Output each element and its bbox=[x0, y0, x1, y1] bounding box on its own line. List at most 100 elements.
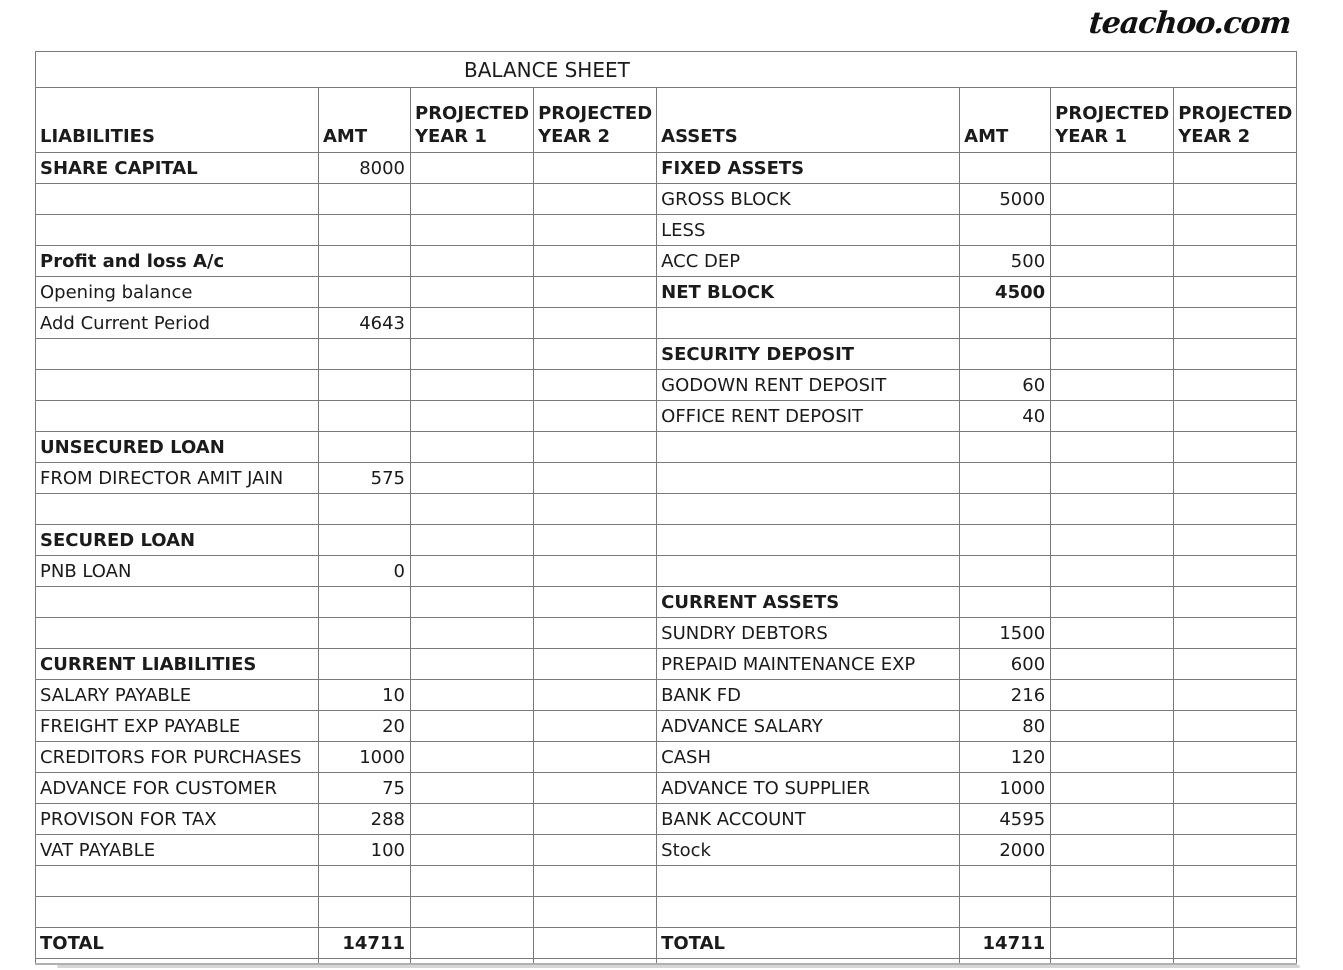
projected-label: PROJECTED bbox=[538, 103, 653, 124]
asset-amt-cell: 80 bbox=[959, 710, 1052, 742]
liability-amt-cell bbox=[318, 865, 411, 897]
sheet-row: VAT PAYABLE 100 Stock 2000 bbox=[35, 834, 1298, 866]
year1-label: YEAR 1 bbox=[1055, 125, 1128, 147]
sheet-row: Profit and loss A/c ACC DEP 500 bbox=[35, 245, 1298, 277]
liability-projected-year1-cell bbox=[409, 710, 535, 742]
liability-projected-year2-cell bbox=[533, 400, 658, 432]
asset-amt-cell: 1000 bbox=[959, 772, 1052, 804]
liability-projected-year1-cell bbox=[409, 927, 535, 959]
sheet-title: BALANCE SHEET bbox=[464, 57, 630, 82]
liability-label-cell bbox=[35, 617, 319, 649]
liability-projected-year2-cell bbox=[533, 679, 658, 711]
asset-label-cell bbox=[656, 307, 961, 339]
asset-projected-year1-cell bbox=[1050, 803, 1175, 835]
liability-label-cell: UNSECURED LOAN bbox=[35, 431, 319, 463]
asset-projected-year1-cell bbox=[1050, 400, 1175, 432]
liability-projected-year2-cell bbox=[533, 214, 658, 246]
header-liabilities: LIABILITIES bbox=[35, 87, 319, 153]
liability-projected-year1-cell bbox=[409, 245, 535, 277]
asset-projected-year2-cell bbox=[1173, 927, 1298, 959]
asset-projected-year2-cell bbox=[1173, 772, 1298, 804]
balance-sheet-table: BALANCE SHEET LIABILITIES AMT PROJECTED … bbox=[34, 51, 1298, 965]
liability-amt-cell bbox=[318, 400, 411, 432]
liability-label-cell bbox=[35, 338, 319, 370]
sheet-row: PNB LOAN 0 bbox=[35, 555, 1298, 587]
sheet-row: LESS bbox=[35, 214, 1298, 246]
liability-projected-year1-cell bbox=[409, 617, 535, 649]
asset-projected-year1-cell bbox=[1050, 834, 1175, 866]
asset-projected-year1-cell bbox=[1050, 214, 1175, 246]
asset-label-cell: SUNDRY DEBTORS bbox=[656, 617, 961, 649]
asset-amt-cell: 2000 bbox=[959, 834, 1052, 866]
projected-label: PROJECTED bbox=[415, 103, 530, 124]
asset-label-cell bbox=[656, 462, 961, 494]
sheet-row: PROVISON FOR TAX 288 BANK ACCOUNT 4595 bbox=[35, 803, 1298, 835]
liability-projected-year2-cell bbox=[533, 276, 658, 308]
liability-amt-cell: 14711 bbox=[318, 927, 411, 959]
asset-projected-year1-cell bbox=[1050, 896, 1175, 928]
liability-label-cell: CREDITORS FOR PURCHASES bbox=[35, 741, 319, 773]
asset-amt-cell bbox=[959, 524, 1052, 556]
liability-amt-cell bbox=[318, 245, 411, 277]
liability-amt-cell bbox=[318, 586, 411, 618]
sheet-body: SHARE CAPITAL 8000 FIXED ASSETS GROSS BL… bbox=[35, 152, 1298, 959]
asset-projected-year2-cell bbox=[1173, 586, 1298, 618]
asset-amt-cell: 4595 bbox=[959, 803, 1052, 835]
cutoff-row bbox=[35, 958, 1298, 965]
asset-amt-cell bbox=[959, 896, 1052, 928]
liability-amt-cell bbox=[318, 369, 411, 401]
header-amt-assets: AMT bbox=[959, 87, 1052, 153]
year2-label: YEAR 2 bbox=[1178, 125, 1251, 147]
asset-amt-cell: 4500 bbox=[959, 276, 1052, 308]
liability-amt-cell bbox=[318, 431, 411, 463]
liability-amt-cell: 10 bbox=[318, 679, 411, 711]
header-projected-year2-liabilities: PROJECTED YEAR 2 bbox=[533, 87, 658, 153]
asset-projected-year2-cell bbox=[1173, 834, 1298, 866]
liability-amt-cell: 0 bbox=[318, 555, 411, 587]
column-header-row: LIABILITIES AMT PROJECTED YEAR 1 PROJECT… bbox=[35, 87, 1298, 153]
asset-label-cell: GODOWN RENT DEPOSIT bbox=[656, 369, 961, 401]
sheet-row: Add Current Period 4643 bbox=[35, 307, 1298, 339]
liability-amt-cell bbox=[318, 524, 411, 556]
asset-projected-year2-cell bbox=[1173, 617, 1298, 649]
sheet-row: CURRENT ASSETS bbox=[35, 586, 1298, 618]
liability-projected-year2-cell bbox=[533, 617, 658, 649]
liability-amt-cell bbox=[318, 617, 411, 649]
asset-projected-year1-cell bbox=[1050, 369, 1175, 401]
asset-projected-year1-cell bbox=[1050, 431, 1175, 463]
asset-amt-cell bbox=[959, 338, 1052, 370]
asset-amt-cell: 14711 bbox=[959, 927, 1052, 959]
sheet-row bbox=[35, 865, 1298, 897]
asset-projected-year1-cell bbox=[1050, 772, 1175, 804]
asset-projected-year2-cell bbox=[1173, 524, 1298, 556]
comment-indicator bbox=[956, 804, 959, 807]
liability-projected-year2-cell bbox=[533, 524, 658, 556]
liability-label-cell bbox=[35, 369, 319, 401]
sheet-row: SUNDRY DEBTORS 1500 bbox=[35, 617, 1298, 649]
liability-amt-cell: 8000 bbox=[318, 152, 411, 184]
liability-projected-year1-cell bbox=[409, 896, 535, 928]
asset-projected-year1-cell bbox=[1050, 927, 1175, 959]
liability-projected-year2-cell bbox=[533, 338, 658, 370]
sheet-row: CURRENT LIABILITIES PREPAID MAINTENANCE … bbox=[35, 648, 1298, 680]
liability-label-cell bbox=[35, 493, 319, 525]
liability-projected-year1-cell bbox=[409, 431, 535, 463]
asset-label-cell bbox=[656, 896, 961, 928]
asset-label-cell: ACC DEP bbox=[656, 245, 961, 277]
asset-amt-cell: 1500 bbox=[959, 617, 1052, 649]
header-amt-liabilities: AMT bbox=[318, 87, 411, 153]
liability-label-cell: FROM DIRECTOR AMIT JAIN bbox=[35, 462, 319, 494]
asset-label-cell: SECURITY DEPOSIT bbox=[656, 338, 961, 370]
asset-projected-year1-cell bbox=[1050, 183, 1175, 215]
projected-label: PROJECTED bbox=[1055, 103, 1170, 124]
liability-projected-year2-cell bbox=[533, 896, 658, 928]
liability-amt-cell bbox=[318, 896, 411, 928]
asset-label-cell bbox=[656, 555, 961, 587]
liability-projected-year2-cell bbox=[533, 927, 658, 959]
liability-label-cell: Add Current Period bbox=[35, 307, 319, 339]
asset-label-cell: BANK ACCOUNT bbox=[656, 803, 961, 835]
asset-projected-year2-cell bbox=[1173, 214, 1298, 246]
liability-projected-year1-cell bbox=[409, 152, 535, 184]
asset-projected-year1-cell bbox=[1050, 865, 1175, 897]
asset-projected-year1-cell bbox=[1050, 617, 1175, 649]
